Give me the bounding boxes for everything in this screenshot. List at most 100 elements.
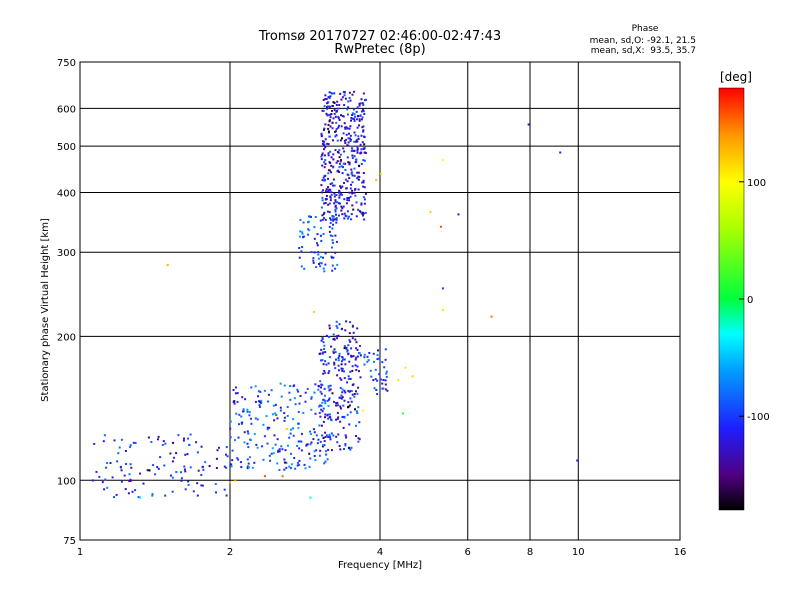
data-point	[319, 255, 322, 258]
data-point	[320, 132, 323, 135]
data-point	[324, 163, 327, 165]
data-point	[329, 150, 332, 153]
data-point	[364, 192, 367, 195]
data-point	[301, 449, 303, 452]
data-point	[382, 387, 385, 390]
data-point	[336, 109, 338, 112]
data-point	[346, 413, 349, 416]
data-point	[233, 402, 236, 405]
data-point	[354, 161, 357, 164]
data-point	[229, 436, 232, 439]
data-point	[157, 467, 160, 470]
x-tick-label: 2	[227, 547, 233, 558]
data-point	[354, 115, 356, 118]
data-point	[328, 161, 331, 164]
data-point	[116, 460, 119, 463]
y-tick-label: 400	[57, 188, 76, 199]
data-point	[328, 336, 331, 339]
data-point	[314, 412, 317, 415]
data-point	[323, 140, 326, 143]
data-point	[274, 403, 277, 406]
data-point	[336, 201, 339, 204]
data-point	[367, 359, 370, 362]
data-point	[327, 372, 330, 375]
data-point	[230, 465, 233, 468]
data-point	[327, 154, 330, 157]
data-point	[343, 139, 346, 142]
data-point	[340, 125, 343, 128]
data-point	[186, 453, 189, 456]
data-point	[341, 207, 344, 210]
data-point	[248, 466, 250, 469]
data-point	[280, 445, 283, 448]
data-point	[236, 457, 239, 460]
data-point	[334, 200, 337, 203]
data-point	[301, 246, 304, 248]
x-tick-label: 16	[674, 547, 687, 558]
data-point	[343, 217, 346, 220]
data-point	[335, 418, 338, 421]
data-point	[339, 377, 342, 380]
data-point	[343, 150, 346, 153]
data-point	[356, 355, 359, 358]
data-point	[328, 225, 331, 228]
data-point	[363, 218, 366, 221]
data-point	[384, 388, 387, 391]
data-point	[353, 90, 356, 93]
data-point	[341, 96, 344, 99]
data-point	[328, 202, 331, 205]
data-point	[331, 241, 334, 244]
data-point	[328, 413, 331, 416]
data-point	[332, 153, 335, 156]
y-tick-label: 200	[57, 332, 76, 343]
data-point	[339, 185, 342, 188]
stats-o-mode: mean, sd,O: -92.1, 21.5	[590, 36, 696, 46]
data-point	[336, 374, 339, 377]
data-point	[321, 154, 324, 156]
data-point	[325, 453, 328, 456]
data-point	[360, 202, 363, 205]
data-point	[441, 309, 444, 312]
data-point	[355, 369, 358, 371]
data-point	[131, 490, 134, 493]
data-point	[322, 341, 325, 344]
data-point	[180, 471, 182, 474]
data-point	[323, 370, 326, 372]
data-point	[310, 441, 313, 444]
data-point	[345, 133, 348, 136]
data-point	[332, 256, 335, 259]
data-point	[351, 117, 354, 120]
data-point	[326, 190, 329, 193]
data-point	[177, 434, 180, 437]
data-point	[336, 441, 339, 444]
data-point	[328, 211, 331, 214]
data-point	[327, 96, 330, 99]
data-point	[331, 182, 334, 185]
data-point	[280, 395, 283, 398]
data-point	[237, 458, 240, 461]
data-point	[324, 436, 327, 438]
data-point	[347, 113, 349, 116]
data-point	[340, 378, 343, 381]
data-point	[341, 327, 343, 330]
data-point	[259, 401, 262, 404]
data-point	[134, 442, 137, 444]
data-point	[343, 347, 346, 350]
data-point	[300, 250, 303, 253]
data-point	[342, 205, 345, 208]
data-point	[344, 178, 347, 181]
data-point	[335, 217, 338, 219]
data-point	[147, 436, 150, 439]
data-point	[355, 390, 357, 393]
data-point	[319, 265, 322, 268]
data-point	[276, 462, 279, 465]
data-point	[323, 202, 326, 205]
data-point	[335, 104, 338, 106]
data-point	[320, 383, 323, 386]
data-point	[324, 190, 327, 193]
data-point	[333, 192, 336, 195]
data-point	[337, 433, 340, 436]
data-point	[326, 399, 329, 402]
data-point	[350, 117, 353, 119]
data-point	[258, 404, 261, 406]
